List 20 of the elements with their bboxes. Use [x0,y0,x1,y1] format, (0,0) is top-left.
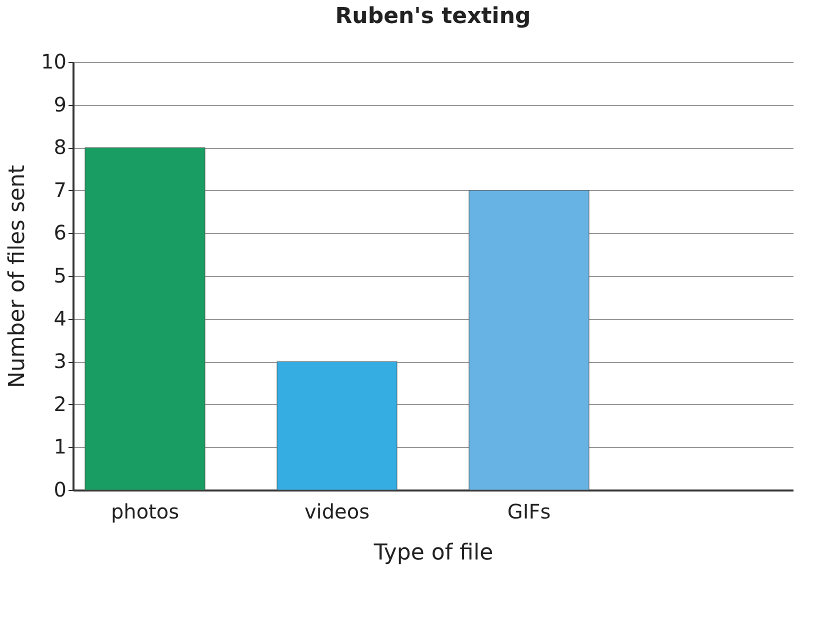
bar [84,147,206,490]
x-axis-title: Type of file [372,540,494,566]
y-tick-label: 7 [54,178,66,202]
x-tick-label: videos [304,500,370,524]
y-tick-label: 10 [41,50,66,74]
chart-title: Ruben's texting [335,4,531,29]
y-tick-label: 0 [54,478,66,502]
y-tick-label: 4 [54,306,66,330]
y-tick-label: 1 [54,434,66,459]
x-tick-label: GIFs [507,500,551,524]
y-tick-label: 5 [54,264,66,288]
y-tick-label: 2 [54,392,66,416]
bar [468,190,590,490]
y-tick-label: 8 [54,135,66,160]
y-tick-label: 6 [54,220,66,245]
y-tick-label: 3 [54,349,66,374]
y-tick-label: 9 [54,92,66,116]
x-tick-label: photos [110,500,180,524]
bar [276,361,398,490]
y-axis-title: Number of files sent [5,164,30,388]
